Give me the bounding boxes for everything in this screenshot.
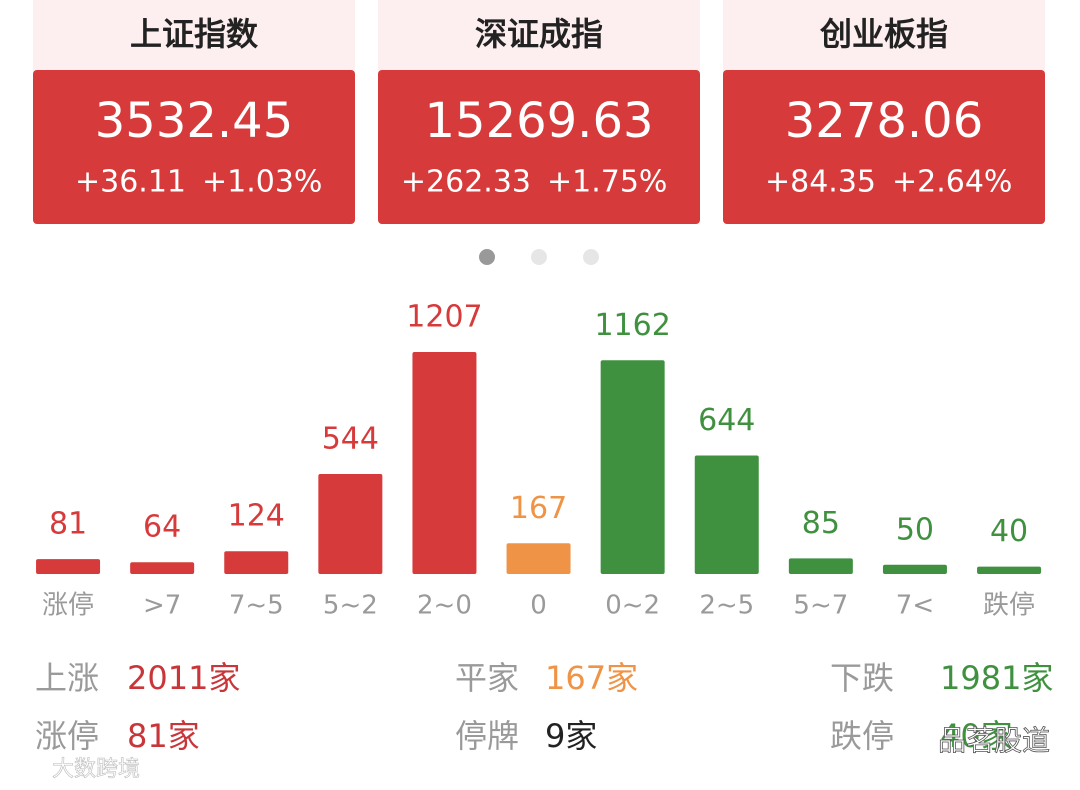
bar [977,566,1042,574]
card-header[interactable] [378,0,700,72]
value-label: 644 [698,403,755,438]
page-dot-active[interactable] [479,249,495,265]
x-tick-label: 7~5 [229,591,284,621]
index-percent: +1.75% [547,165,667,200]
index-name: 上证指数 [130,15,259,53]
card-body[interactable] [33,70,355,224]
index-percent: +1.03% [202,165,322,200]
bar [788,558,853,574]
watermark: 大数跨境 [52,757,140,782]
card-header[interactable] [33,0,355,72]
summary-label: 平家 [455,659,519,697]
index-percent: +2.64% [892,165,1012,200]
index-name: 创业板指 [819,15,948,53]
index-change: +84.35 [765,165,876,200]
summary-label: 下跌 [830,659,894,697]
value-label: 167 [510,491,567,526]
bar [224,551,289,574]
index-value: 15269.63 [424,93,653,149]
bar [130,562,195,574]
page-dot[interactable] [531,249,547,265]
card-header[interactable] [723,0,1045,72]
summary-value: 2011家 [127,659,240,697]
bar [318,473,383,574]
value-label: 64 [143,510,181,545]
card-body[interactable] [378,70,700,224]
summary-value: 1981家 [940,659,1053,697]
bar [412,352,477,574]
bar [694,455,759,574]
card-body[interactable] [723,70,1045,224]
watermark: 品茗股道 [938,724,1050,757]
summary-label: 停牌 [455,717,519,755]
x-tick-label: 7< [896,591,934,621]
x-tick-label: 0 [530,591,547,621]
index-value: 3532.45 [95,93,294,149]
x-tick-label: 跌停 [983,591,1035,621]
x-tick-label: 2~5 [699,591,754,621]
value-label: 124 [228,499,285,534]
bar [600,360,665,574]
x-tick-label: 0~2 [605,591,660,621]
value-label: 544 [322,421,379,456]
index-value: 3278.06 [785,93,984,149]
summary-value: 81家 [127,717,200,755]
value-label: 1207 [406,300,482,335]
value-label: 85 [802,506,840,541]
summary-value: 167家 [545,659,638,697]
index-name: 深证成指 [475,15,603,53]
summary-label: 涨停 [35,717,99,755]
value-label: 40 [990,514,1028,549]
x-tick-label: 5~2 [323,591,378,621]
summary-label: 跌停 [830,717,894,755]
x-tick-label: 涨停 [42,591,94,621]
x-tick-label: 5~7 [793,591,848,621]
value-label: 50 [896,512,934,547]
summary-label: 上涨 [35,659,99,697]
index-change: +262.33 [401,165,531,200]
page-dot[interactable] [583,249,599,265]
index-change: +36.11 [75,165,186,200]
summary-value: 9家 [545,717,597,755]
x-tick-label: >7 [143,591,181,621]
summary-value: 40家 [940,717,1013,755]
value-label: 1162 [594,308,670,343]
bar [36,559,101,574]
bar [506,543,571,574]
bar [882,564,947,574]
value-label: 81 [49,507,87,542]
x-tick-label: 2~0 [417,591,472,621]
